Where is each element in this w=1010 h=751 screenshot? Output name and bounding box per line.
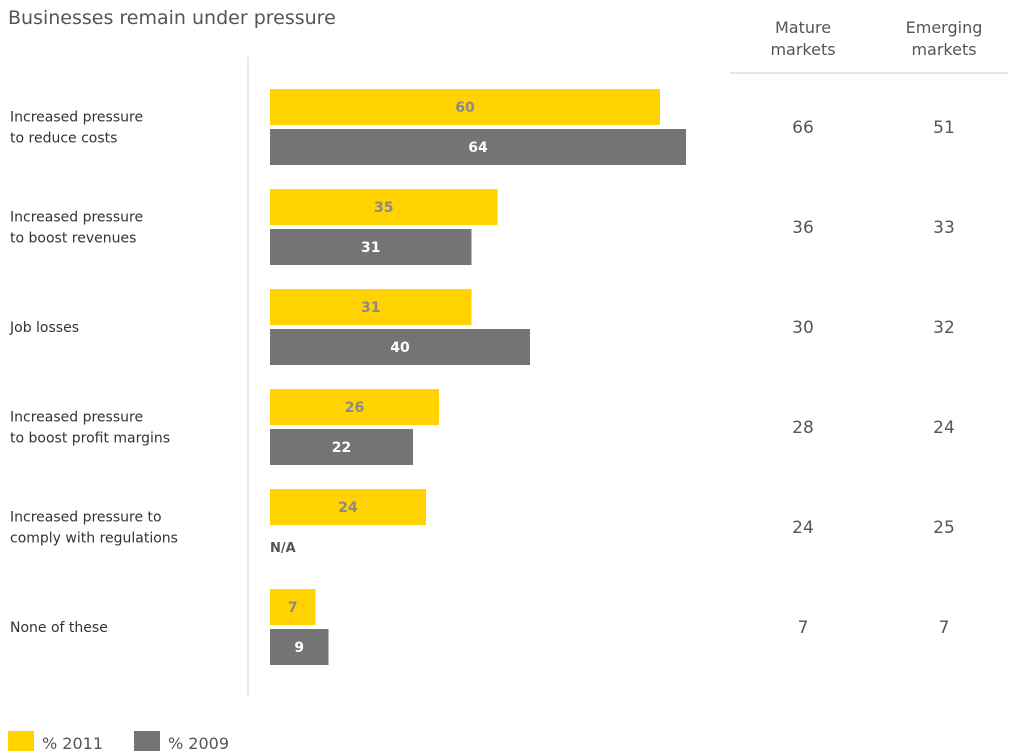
- table-column-header: Emerging: [906, 18, 983, 37]
- legend-swatch: [8, 731, 34, 751]
- chart-row: Increased pressure to comply with regulat…: [10, 489, 955, 556]
- category-label: None of these: [10, 620, 108, 636]
- legend-swatch: [134, 731, 160, 751]
- bar-2009: [270, 229, 472, 265]
- bar-2011: [270, 589, 316, 625]
- chart-row: Increased pressure to boost profit margin…: [10, 389, 955, 465]
- bar-2009: [270, 129, 686, 165]
- bar-2009: [270, 629, 329, 665]
- missing-value-label: N/A: [270, 541, 296, 556]
- bar-2011: [270, 289, 472, 325]
- bar-2011: [270, 89, 660, 125]
- bar-value-label: 31: [361, 240, 380, 256]
- bar-2011: [270, 389, 439, 425]
- bar-value-label: 60: [455, 100, 475, 116]
- bar-value-label: 40: [390, 340, 410, 356]
- category-label: Increased pressure to comply with regulat…: [10, 510, 178, 547]
- chart-title: Businesses remain under pressure: [8, 7, 336, 29]
- bar-value-label: 24: [338, 500, 358, 516]
- emerging-markets-value: 25: [933, 518, 955, 538]
- bar-value-label: 64: [468, 140, 488, 156]
- bar-value-label: 9: [294, 640, 304, 656]
- emerging-markets-value: 33: [933, 218, 955, 238]
- bar-value-label: 35: [374, 200, 393, 216]
- table-column-headers: Mature markets Emerging markets: [770, 18, 982, 59]
- table-column-header: markets: [770, 40, 835, 59]
- mature-markets-value: 7: [798, 618, 809, 638]
- emerging-markets-value: 51: [933, 118, 955, 138]
- bar-2009: [270, 429, 413, 465]
- chart-row: None of these 7 9 7 7: [10, 589, 949, 665]
- category-label: Increased pressure to boost revenues: [10, 210, 143, 247]
- table-column-header: Mature: [775, 18, 831, 37]
- emerging-markets-value: 24: [933, 418, 955, 438]
- legend: % 2011 % 2009: [8, 731, 229, 751]
- category-label: Increased pressure to boost profit margin…: [10, 410, 170, 447]
- bar-value-label: 22: [332, 440, 351, 456]
- emerging-markets-value: 7: [939, 618, 950, 638]
- mature-markets-value: 30: [792, 318, 814, 338]
- table-column-header: markets: [911, 40, 976, 59]
- bar-value-label: 26: [345, 400, 364, 416]
- emerging-markets-value: 32: [933, 318, 955, 338]
- mature-markets-value: 66: [792, 118, 814, 138]
- mature-markets-value: 28: [792, 418, 814, 438]
- chart-rows: Increased pressure to reduce costs 60 64 66 5…: [9, 89, 955, 665]
- category-label: Job losses: [9, 320, 79, 336]
- bar-value-label: 7: [288, 600, 298, 616]
- bar-2009: [270, 329, 530, 365]
- category-label: Increased pressure to reduce costs: [10, 110, 143, 147]
- mature-markets-value: 24: [792, 518, 814, 538]
- chart-row: Increased pressure to boost revenues 35 31 3…: [10, 189, 955, 265]
- chart-row: Increased pressure to reduce costs 60 64 66 5…: [10, 89, 955, 165]
- bar-value-label: 31: [361, 300, 380, 316]
- chart-row: Job losses 31 40 30 32: [9, 289, 955, 365]
- legend-label: % 2009: [168, 734, 229, 751]
- bar-2011: [270, 489, 426, 525]
- mature-markets-value: 36: [792, 218, 814, 238]
- bar-2011: [270, 189, 498, 225]
- legend-label: % 2011: [42, 734, 103, 751]
